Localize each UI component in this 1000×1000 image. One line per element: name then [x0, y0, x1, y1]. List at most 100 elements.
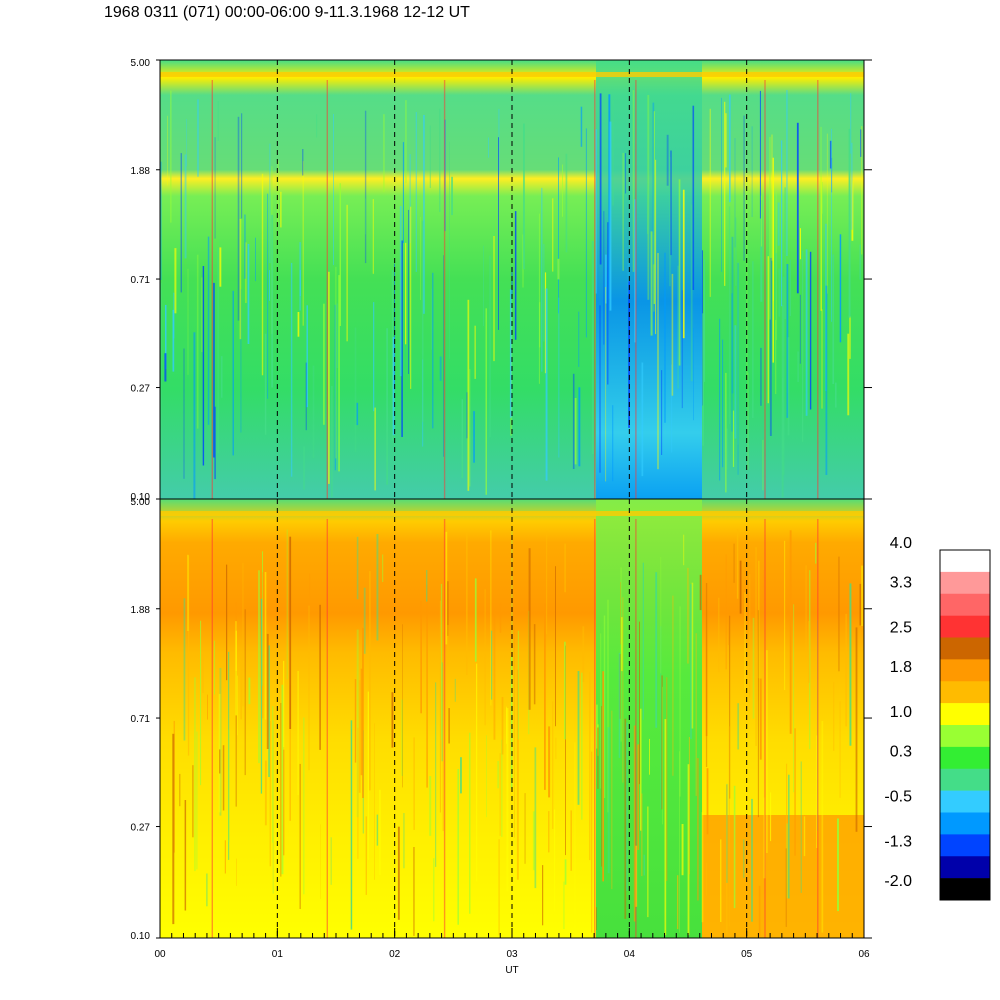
bottom-streak — [476, 663, 478, 882]
top-streak — [186, 119, 187, 167]
top-streak — [232, 290, 234, 456]
top-streak — [622, 152, 624, 271]
bottom-streak — [448, 708, 450, 744]
top-streak — [578, 311, 580, 367]
top-streak — [722, 339, 724, 468]
bottom-streak — [235, 621, 237, 716]
bottom-streak — [413, 847, 415, 936]
bottom-streak — [433, 858, 435, 922]
top-streak — [196, 254, 199, 429]
top-streak — [244, 214, 246, 279]
bottom-streak — [240, 653, 242, 720]
top-streak — [728, 206, 731, 425]
top-streak — [408, 209, 409, 374]
top-streak — [799, 294, 801, 364]
bottom-streak — [299, 763, 301, 909]
colorbar-segment — [940, 681, 990, 704]
bottom-streak — [574, 742, 576, 932]
bottom-streak — [466, 532, 468, 675]
bottom-streak — [786, 763, 788, 884]
top-streak — [839, 234, 842, 343]
bottom-streak — [262, 572, 264, 719]
top-streak — [405, 242, 407, 345]
bottom-streak — [320, 824, 321, 899]
bottom-streak — [363, 587, 366, 654]
bottom-streak — [643, 854, 645, 876]
top-streak — [578, 387, 581, 467]
bottom-streak — [786, 823, 788, 899]
top-streak — [760, 200, 763, 302]
bottom-streak — [788, 774, 790, 899]
top-streak — [261, 173, 264, 376]
bottom-top-band — [160, 511, 864, 516]
bottom-streak — [214, 640, 215, 695]
colorbar-label: 1.8 — [890, 659, 912, 676]
bottom-streak — [548, 811, 550, 853]
top-streak — [825, 285, 828, 475]
colorbar-segment — [940, 571, 990, 595]
top-streak — [682, 189, 685, 339]
top-streak — [509, 289, 512, 418]
top-streak — [364, 110, 367, 264]
bottom-streak — [837, 818, 839, 912]
top-streak — [661, 370, 663, 455]
top-streak — [821, 309, 823, 409]
top-streak — [237, 116, 240, 321]
bottom-streak — [426, 570, 428, 602]
top-streak — [634, 199, 637, 343]
chart-title: 1968 0311 (071) 00:00-06:00 9-11.3.1968 … — [104, 4, 470, 21]
top-streak — [565, 153, 568, 253]
bottom-streak — [183, 598, 186, 741]
top-streak — [336, 303, 339, 369]
bottom-streak — [429, 776, 432, 836]
bottom-streak — [687, 764, 690, 936]
bottom-streak — [457, 769, 459, 925]
bottom-streak — [534, 747, 537, 889]
bottom-streak — [172, 733, 175, 925]
bottom-streak — [524, 793, 526, 864]
top-streak — [784, 187, 786, 320]
bottom-streak — [283, 660, 285, 747]
bottom-streak — [309, 573, 311, 598]
top-streak — [312, 365, 315, 459]
bottom-streak — [499, 753, 501, 836]
colorbar-label: -0.5 — [884, 789, 912, 806]
x-tick-label: 01 — [272, 949, 284, 960]
bottom-streak — [281, 684, 284, 875]
bottom-streak — [596, 704, 598, 749]
top-streak — [214, 137, 216, 239]
top-streak — [333, 114, 334, 266]
top-streak — [439, 108, 441, 212]
top-y-tick-label: 5.00 — [131, 58, 151, 69]
top-streak — [316, 114, 318, 138]
bottom-streak — [611, 710, 613, 890]
top-streak — [760, 195, 762, 247]
colorbar-frame — [939, 549, 991, 901]
bottom-streak — [729, 615, 731, 799]
bottom-streak — [289, 536, 292, 729]
top-streak — [474, 325, 476, 379]
top-streak — [303, 446, 306, 490]
top-streak — [402, 142, 404, 243]
top-streak — [338, 275, 340, 472]
top-streak — [562, 164, 563, 217]
bottom-streak — [607, 727, 610, 874]
top-streak — [374, 407, 376, 491]
bottom-streak — [367, 691, 369, 860]
top-streak — [735, 217, 737, 286]
top-streak — [269, 270, 271, 301]
top-streak — [786, 264, 789, 418]
top-streak — [514, 211, 517, 340]
top-streak — [207, 236, 210, 425]
bottom-streak — [785, 848, 787, 927]
bottom-streak — [202, 654, 204, 693]
top-streak — [678, 179, 681, 366]
colorbar-label: 2.5 — [890, 620, 912, 637]
bottom-streak — [260, 598, 263, 794]
top-streak — [671, 364, 673, 453]
bottom-streak — [808, 621, 810, 683]
top-streak — [769, 257, 772, 436]
top-streak — [782, 276, 785, 475]
bottom-streak — [758, 560, 760, 679]
bottom-streak — [544, 603, 546, 790]
